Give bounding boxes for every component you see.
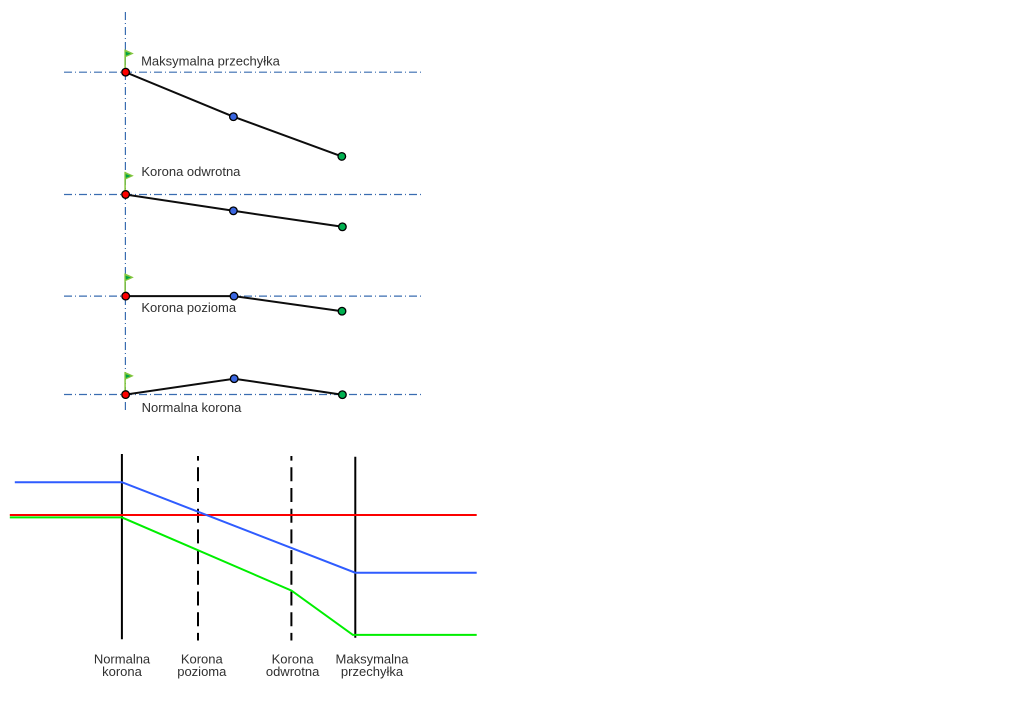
svg-text:Korona: Korona bbox=[181, 651, 224, 666]
svg-text:przechyłka: przechyłka bbox=[341, 664, 404, 679]
svg-text:Korona odwrotna: Korona odwrotna bbox=[141, 164, 241, 179]
svg-text:Korona pozioma: Korona pozioma bbox=[141, 300, 236, 315]
svg-text:Korona: Korona bbox=[272, 651, 315, 666]
svg-text:korona: korona bbox=[102, 664, 143, 679]
svg-text:pozioma: pozioma bbox=[177, 664, 227, 679]
svg-text:Maksymalna przechyłka: Maksymalna przechyłka bbox=[141, 54, 280, 69]
svg-text:odwrotna: odwrotna bbox=[266, 664, 320, 679]
svg-text:Normalna korona: Normalna korona bbox=[142, 400, 242, 415]
svg-text:Normalna: Normalna bbox=[94, 651, 151, 666]
svg-text:Maksymalna: Maksymalna bbox=[336, 651, 410, 666]
